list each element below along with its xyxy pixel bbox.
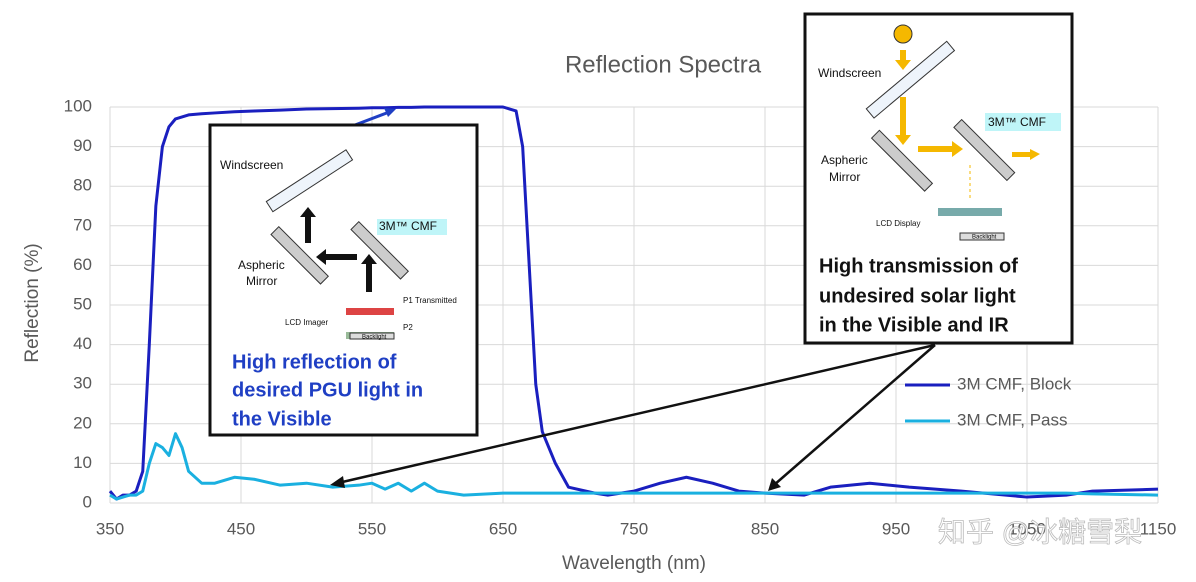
- y-axis-label: Reflection (%): [22, 243, 43, 362]
- inset-box: [208, 123, 479, 437]
- label: Backlight: [972, 235, 997, 241]
- windscreen-shape: [265, 149, 354, 213]
- arrow: [773, 344, 936, 486]
- x-tick-label: 650: [489, 519, 517, 538]
- inset-transmission: Windscreen 3M™ CMF Aspheric Mirror LCD D…: [330, 12, 1074, 491]
- caption: High reflection of: [232, 351, 397, 373]
- label: Mirror: [246, 274, 277, 288]
- label: LCD Imager: [285, 318, 328, 327]
- label: Mirror: [829, 170, 860, 184]
- arrow-head: [330, 476, 345, 488]
- caption: undesired solar light: [819, 285, 1016, 307]
- label: Windscreen: [818, 66, 881, 80]
- label: P1 Transmitted: [403, 296, 457, 305]
- y-tick-label: 30: [73, 374, 92, 393]
- x-tick-label: 750: [620, 519, 648, 538]
- x-tick-label: 350: [96, 519, 124, 538]
- line-series: [109, 432, 1159, 501]
- legend: 3M CMF, Block 3M CMF, Pass: [905, 374, 1072, 429]
- x-tick-label: 1150: [1140, 519, 1177, 538]
- cmf-shape: [953, 118, 1016, 182]
- label-bg: [985, 113, 1061, 131]
- y-tick-label: 100: [64, 96, 92, 115]
- legend-label: 3M CMF, Block: [957, 374, 1072, 393]
- arrow: [900, 97, 906, 137]
- cmf-shape: [350, 221, 409, 280]
- sun: [893, 24, 913, 44]
- inset-reflection: Windscreen 3M™ CMF Aspheric Mirror P1 Tr…: [208, 108, 479, 437]
- arrow: [1012, 152, 1030, 157]
- label: P2: [403, 323, 413, 332]
- label: Windscreen: [220, 158, 283, 172]
- y-tick-label: 70: [73, 215, 92, 234]
- x-tick-label: 1050: [1008, 519, 1046, 538]
- y-tick-label: 80: [73, 176, 92, 195]
- arrow-head: [1030, 149, 1040, 160]
- arrow-head: [384, 108, 396, 117]
- backlight-shape: [959, 232, 1005, 241]
- inset-labels: Windscreen 3M™ CMF Aspheric Mirror LCD D…: [818, 66, 1046, 240]
- arrow-head: [316, 249, 326, 265]
- caption: in the Visible and IR: [819, 314, 1009, 336]
- label: Backlight: [362, 335, 387, 341]
- mirror-shape: [270, 226, 329, 285]
- caption: High transmission of: [819, 255, 1018, 277]
- caption: the Visible: [232, 408, 332, 430]
- legend-label: 3M CMF, Pass: [957, 410, 1068, 429]
- arrow: [900, 50, 906, 62]
- label: Aspheric: [821, 153, 868, 167]
- arrow: [325, 254, 357, 260]
- label: Aspheric: [238, 258, 285, 272]
- arrow-head: [895, 135, 911, 145]
- arrow: [366, 262, 372, 292]
- arrow-head: [361, 254, 377, 264]
- backlight-shape: [349, 332, 395, 340]
- y-tick-label: 50: [73, 294, 92, 313]
- lcd-shape: [938, 208, 1002, 216]
- watermark: 知乎 @冰糖雪梨: [938, 516, 1142, 547]
- label: 3M™ CMF: [379, 219, 437, 233]
- x-tick-label: 950: [882, 519, 910, 538]
- x-axis-label: Wavelength (nm): [562, 553, 706, 574]
- x-tick-label: 550: [358, 519, 386, 538]
- arrow-head: [895, 60, 911, 70]
- arrow: [337, 343, 936, 485]
- label-bg: [377, 219, 447, 235]
- arrow: [354, 109, 393, 127]
- y-tick-label: 0: [83, 492, 92, 511]
- mirror-shape: [870, 129, 934, 192]
- windscreen-shape: [865, 40, 956, 119]
- y-tick-label: 60: [73, 255, 92, 274]
- y-tick-label: 20: [73, 413, 92, 432]
- lcd-shape: [346, 308, 394, 315]
- label: 3M™ CMF: [988, 115, 1046, 129]
- arrow: [918, 146, 953, 152]
- y-tick-label: 10: [73, 453, 92, 472]
- inset-labels: Windscreen 3M™ CMF Aspheric Mirror P1 Tr…: [220, 158, 457, 340]
- arrow-head: [952, 141, 963, 157]
- arrow: [305, 215, 311, 243]
- arrow-head: [300, 207, 316, 217]
- inset-box: [803, 12, 1074, 345]
- y-tick-label: 40: [73, 334, 92, 353]
- arrow-head: [768, 478, 781, 491]
- y-tick-label: 90: [73, 136, 92, 155]
- x-tick-label: 850: [751, 519, 779, 538]
- x-tick-label: 450: [227, 519, 255, 538]
- label: LCD Display: [876, 219, 920, 228]
- chart-title: Reflection Spectra: [565, 51, 762, 78]
- caption: desired PGU light in: [232, 379, 423, 401]
